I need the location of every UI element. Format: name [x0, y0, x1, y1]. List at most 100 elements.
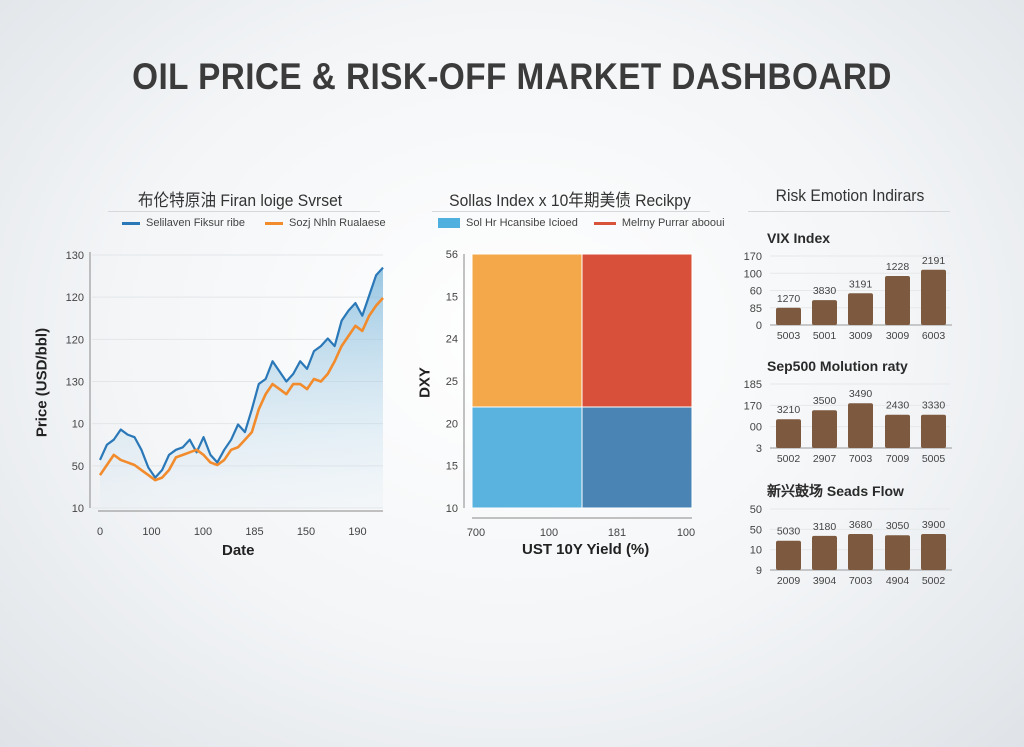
bar-data-label: 3830: [813, 285, 837, 297]
bar-data-label: 2191: [922, 255, 946, 267]
legend-label: Sol Hr Hcansibe Icioed: [466, 217, 578, 229]
bar-data-label: 3900: [922, 519, 946, 531]
bar-data-label: 3330: [922, 400, 946, 412]
y-tick-label: 130: [66, 250, 84, 262]
bar: [776, 307, 801, 325]
heatmap-cell: [471, 406, 583, 509]
y-tick-label: 10: [750, 545, 762, 557]
x-tick-label: 150: [297, 526, 315, 538]
risk-panel-title: Risk Emotion Indirars: [775, 186, 925, 205]
x-tick-label: 100: [194, 526, 212, 538]
y-tick-label: 25: [446, 376, 458, 388]
y-tick-label: 3: [756, 443, 762, 455]
bar: [812, 410, 837, 448]
x-tick-label: 3904: [813, 575, 837, 587]
bar: [921, 414, 946, 448]
y-tick-label: 24: [446, 334, 458, 346]
bar: [848, 293, 873, 325]
bar: [921, 269, 946, 325]
x-tick-label: 5001: [813, 330, 837, 342]
bar: [848, 403, 873, 448]
x-tick-label: 181: [608, 527, 626, 539]
bar-data-label: 3680: [849, 519, 873, 531]
x-tick-label: 2907: [813, 453, 837, 465]
oil-chart-title: 布伦特原油 Firan loige Svrset: [137, 191, 343, 210]
x-tick-label: 3009: [849, 330, 873, 342]
bar: [885, 535, 910, 570]
x-tick-label: 5002: [922, 575, 946, 587]
x-axis-label: Date: [222, 542, 255, 559]
y-tick-label: 85: [750, 303, 762, 315]
y-tick-label: 9: [756, 565, 762, 577]
bar-chart-subtitle: Sep500 Molution raty: [767, 358, 908, 374]
y-tick-label: 15: [446, 461, 458, 473]
bar-data-label: 5030: [777, 526, 801, 538]
y-tick-label: 100: [744, 268, 762, 280]
bar: [776, 540, 801, 570]
bar-data-label: 3180: [813, 521, 837, 533]
x-tick-label: 4904: [886, 575, 910, 587]
legend-swatch-orange: [265, 221, 284, 225]
legend-swatch-blue: [122, 221, 140, 225]
x-tick-label: 2009: [777, 575, 801, 587]
bar-data-label: 1270: [777, 293, 801, 305]
y-tick-label: 56: [446, 249, 458, 261]
x-tick-label: 100: [540, 527, 558, 539]
heatmap-cell: [581, 253, 693, 408]
x-tick-label: 700: [467, 527, 485, 539]
bar: [921, 534, 946, 570]
y-tick-label: 00: [750, 422, 762, 434]
series-line-orange: [98, 297, 384, 482]
bar-data-label: 3500: [813, 395, 837, 407]
heatmap-legend: Sol Hr Hcansibe Icioed Melrny Purrar abo…: [438, 217, 725, 229]
x-tick-label: 5005: [922, 453, 946, 465]
x-tick-label: 7009: [886, 453, 910, 465]
x-tick-label: 5003: [777, 330, 801, 342]
x-tick-label: 5002: [777, 453, 801, 465]
y-tick-label: 60: [750, 286, 762, 298]
heatmap-cell: [471, 253, 583, 408]
bar: [812, 535, 837, 570]
legend-label: Sozj Nhln Rualaese: [289, 217, 386, 229]
bar: [776, 419, 801, 448]
bar: [885, 276, 910, 325]
y-tick-label: 185: [744, 379, 762, 391]
x-tick-label: 3009: [886, 330, 910, 342]
bar-data-label: 3191: [849, 278, 873, 290]
y-tick-label: 130: [66, 377, 84, 389]
y-tick-label: 50: [750, 504, 762, 516]
y-tick-label: 120: [66, 334, 84, 346]
bar-chart-subtitle: VIX Index: [767, 230, 830, 246]
heatmap-title: Sollas Index x 10年期美债 Recikpy: [449, 191, 691, 210]
y-tick-label: 50: [750, 524, 762, 536]
x-tick-label: 6003: [922, 330, 946, 342]
series-line-blue: [98, 266, 384, 479]
x-tick-label: 7003: [849, 575, 873, 587]
bar-chart-subtitle: 新兴鼓场 Seads Flow: [767, 483, 904, 499]
y-tick-label: 15: [446, 291, 458, 303]
y-tick-label: 120: [66, 292, 84, 304]
y-tick-label: 10: [446, 503, 458, 515]
divider: [748, 211, 950, 212]
y-tick-label: 170: [744, 251, 762, 263]
heatmap-cell: [581, 406, 693, 509]
x-tick-label: 0: [97, 526, 103, 538]
x-tick-label: 100: [142, 526, 160, 538]
y-tick-label: 50: [72, 461, 84, 473]
bar: [848, 534, 873, 570]
bar-data-label: 2430: [886, 400, 910, 412]
legend-label: Melrny Purrar abooui: [621, 217, 725, 229]
bar: [885, 414, 910, 448]
y-tick-label: 10: [72, 503, 84, 515]
y-axis-label: DXY: [416, 367, 434, 398]
y-tick-label: 10: [72, 419, 84, 431]
bar-data-label: 1228: [886, 261, 910, 273]
bar-data-label: 3210: [777, 404, 801, 416]
x-tick-label: 185: [245, 526, 263, 538]
x-tick-label: 7003: [849, 453, 873, 465]
x-tick-label: 100: [677, 527, 695, 539]
legend-swatch-blue: [438, 218, 460, 228]
oil-legend: Selilaven Fiksur ribe Sozj Nhln Rualaese: [122, 217, 386, 229]
divider: [108, 211, 380, 212]
